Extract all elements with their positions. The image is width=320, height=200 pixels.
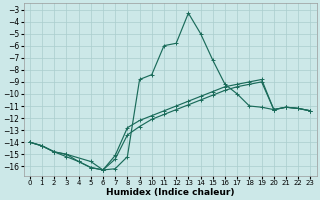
X-axis label: Humidex (Indice chaleur): Humidex (Indice chaleur) xyxy=(106,188,234,197)
